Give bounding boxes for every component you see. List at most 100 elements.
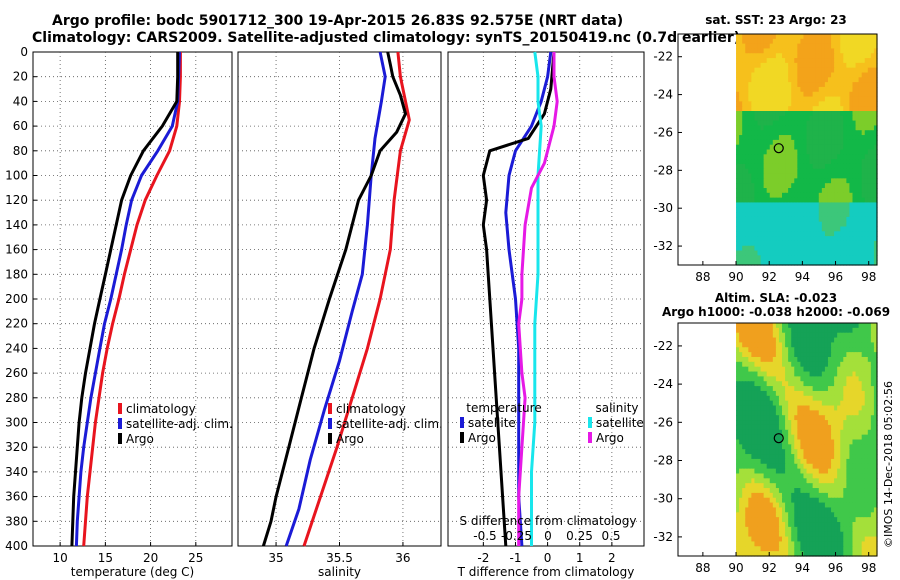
diff-temperature-legend-label-1: Argo: [468, 431, 496, 445]
salinity-legend-label-2: Argo: [336, 432, 364, 446]
sst-map-title: sat. SST: 23 Argo: 23: [705, 13, 847, 27]
diff-salinity-legend-label-1: Argo: [596, 431, 624, 445]
altim-sla-xtick-label: 90: [728, 561, 743, 575]
altim-sla-xtick-label: 96: [828, 561, 843, 575]
sat-sst-field: [736, 34, 878, 266]
depth-tick-label: 300: [5, 416, 28, 430]
depth-tick-label: 20: [13, 70, 28, 84]
sat-sst-map-frame: [677, 33, 878, 266]
temperature-series-line-0: [82, 52, 182, 547]
sat-sst-xtick-label: 92: [762, 270, 777, 284]
sat-sst-xtick-label: 90: [728, 270, 743, 284]
sat-sst-ytick-label: -32: [653, 239, 673, 253]
sat-sst-xtick-label: 98: [861, 270, 876, 284]
sat-sst-ytick-label: -24: [653, 88, 673, 102]
depth-tick-label: 260: [5, 366, 28, 380]
depth-tick-label: 60: [13, 119, 28, 133]
differences-series-line-0: [504, 51, 553, 547]
diff-top-tick-label: 0.25: [566, 529, 593, 543]
differences-series-line-1: [481, 51, 556, 547]
altim-sla-ytick-label: -26: [653, 415, 673, 429]
sat-sst-argo-marker: [773, 143, 784, 154]
salinity-plot-frame: [237, 51, 442, 547]
temperature-legend-label-0: climatology: [126, 402, 196, 416]
depth-tick-label: 220: [5, 317, 28, 331]
temperature-plot-frame: [32, 51, 233, 547]
altim-sla-argo-marker: [773, 433, 784, 444]
depth-tick-label: 380: [5, 514, 28, 528]
differences-series-line-2: [530, 51, 543, 546]
depth-tick-label: 140: [5, 218, 28, 232]
salinity-series-line-1: [284, 51, 387, 547]
depth-tick-label: 320: [5, 440, 28, 454]
diff-salinity-legend-label-0: satellite: [596, 416, 644, 430]
altim-sla-ytick-label: -32: [653, 530, 673, 544]
sla-map-title-line-1: Altim. SLA: -0.023: [715, 291, 837, 305]
temperature-legend-label-2: Argo: [126, 432, 154, 446]
diff-top-tick-label: -0.5: [473, 529, 496, 543]
depth-tick-label: 0: [20, 45, 28, 59]
depth-tick-label: 240: [5, 341, 28, 355]
imos-timestamp: ©IMOS 14-Dec-2018 05:02:56: [882, 381, 895, 548]
diff-top-tick-label: -0.25: [501, 529, 532, 543]
differences-series-line-3: [517, 52, 559, 546]
temperature-xlabel: temperature (deg C): [71, 565, 194, 579]
depth-tick-label: 400: [5, 539, 28, 553]
depth-tick-label: 340: [5, 465, 28, 479]
differences-xtick-label: 2: [608, 551, 616, 565]
diff-legend-temperature-title: temperature: [466, 401, 541, 415]
depth-tick-label: 180: [5, 267, 28, 281]
salinity-legend-label-1: satellite-adj. clim.: [336, 417, 443, 431]
differences-xtick-label: 0: [544, 551, 552, 565]
altim-sla-field: [736, 323, 878, 557]
title-line-1: Argo profile: bodc 5901712_300 19-Apr-20…: [52, 13, 624, 29]
salinity-xlabel: salinity: [318, 565, 361, 579]
depth-tick-label: 200: [5, 292, 28, 306]
temperature-xtick-label: 25: [188, 551, 203, 565]
salinity-legend-label-0: climatology: [336, 402, 406, 416]
temperature-legend-label-1: satellite-adj. clim.: [126, 417, 233, 431]
altim-sla-ytick-label: -28: [653, 454, 673, 468]
differences-xlabel: T difference from climatology: [457, 565, 635, 579]
temperature-series-line-2: [70, 52, 180, 547]
depth-tick-label: 100: [5, 169, 28, 183]
salinity-xtick-label: 36: [395, 551, 410, 565]
altim-sla-ytick-label: -24: [653, 377, 673, 391]
temperature-xtick-label: 10: [52, 551, 67, 565]
depth-tick-label: 40: [13, 94, 28, 108]
temperature-xtick-label: 20: [143, 551, 158, 565]
depth-tick-label: 360: [5, 490, 28, 504]
sat-sst-xtick-label: 96: [828, 270, 843, 284]
salinity-series-line-0: [302, 51, 411, 547]
altim-sla-xtick-label: 92: [762, 561, 777, 575]
sat-sst-xtick-label: 94: [795, 270, 810, 284]
temperature-xtick-label: 15: [98, 551, 113, 565]
temperature-series-line-1: [74, 51, 181, 547]
altim-sla-ytick-label: -22: [653, 339, 673, 353]
altim-sla-map-frame: [677, 322, 878, 557]
differences-plot-frame: [447, 51, 645, 547]
diff-top-axis-label: S difference from climatology: [460, 514, 637, 528]
depth-tick-label: 80: [13, 144, 28, 158]
differences-xtick-label: 1: [576, 551, 584, 565]
altim-sla-xtick-label: 98: [861, 561, 876, 575]
title-line-2: Climatology: CARS2009. Satellite-adjuste…: [32, 30, 741, 46]
salinity-xtick-label: 35.5: [326, 551, 353, 565]
depth-tick-label: 160: [5, 243, 28, 257]
differences-xtick-label: -2: [477, 551, 489, 565]
altim-sla-xtick-label: 94: [795, 561, 810, 575]
salinity-xtick-label: 35: [268, 551, 283, 565]
sat-sst-xtick-label: 88: [695, 270, 710, 284]
diff-temperature-legend-label-0: satellite: [468, 416, 516, 430]
altim-sla-xtick-label: 88: [695, 561, 710, 575]
differences-xtick-label: -1: [509, 551, 521, 565]
diff-top-tick-label: 0.5: [601, 529, 620, 543]
sat-sst-ytick-label: -22: [653, 50, 673, 64]
sla-map-title-line-2: Argo h1000: -0.038 h2000: -0.069: [662, 305, 890, 319]
altim-sla-ytick-label: -30: [653, 492, 673, 506]
sat-sst-ytick-label: -28: [653, 163, 673, 177]
diff-legend-salinity-title: salinity: [595, 401, 638, 415]
diff-top-tick-label: 0: [544, 529, 552, 543]
sat-sst-ytick-label: -26: [653, 125, 673, 139]
